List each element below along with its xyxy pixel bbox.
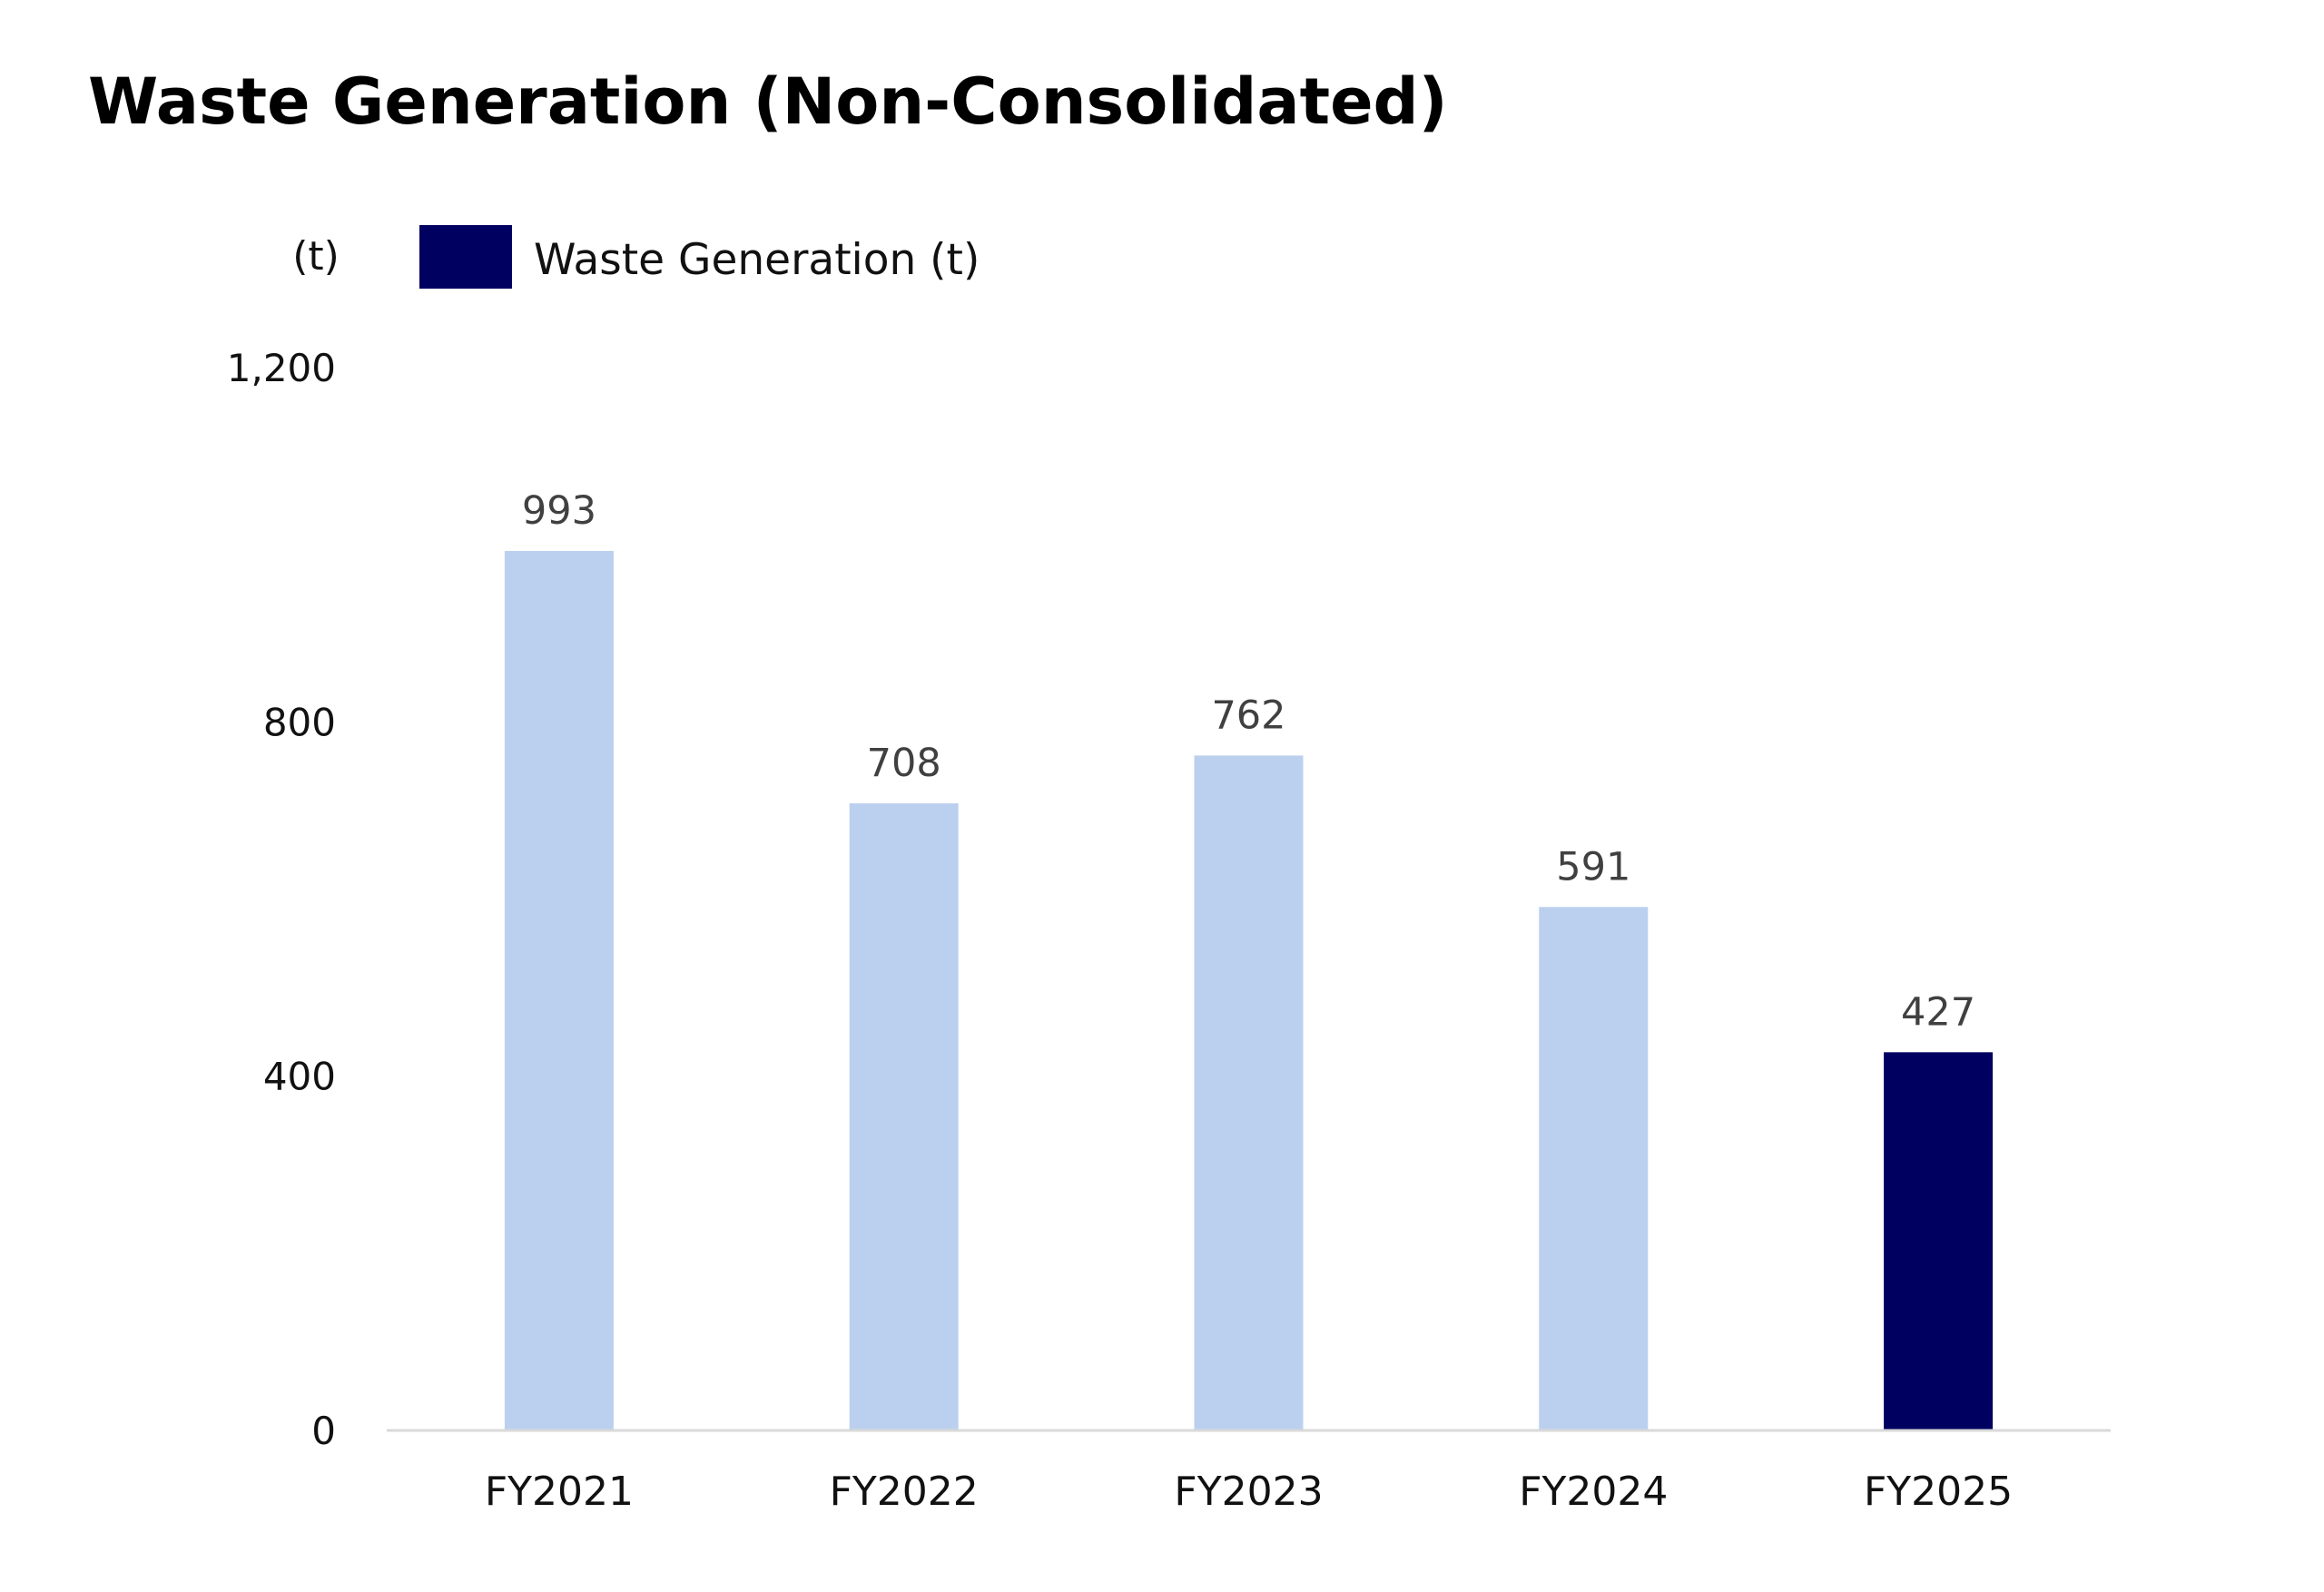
x-tick-label-fy2023: FY2023: [1174, 1469, 1323, 1515]
data-label-fy2023: 762: [1211, 693, 1285, 738]
y-tick-label: 0: [311, 1409, 336, 1453]
data-label-fy2021: 993: [522, 488, 596, 534]
data-label-fy2024: 591: [1556, 844, 1630, 889]
x-tick-label-fy2024: FY2024: [1519, 1469, 1668, 1515]
bars: [504, 550, 1994, 1430]
x-axis-ticks: FY2021 FY2022 FY2023 FY2024 FY2025: [485, 1469, 2013, 1515]
bar-fy2021: [504, 550, 614, 1430]
bar-fy2022: [849, 803, 959, 1430]
bar-fy2025: [1884, 1052, 1994, 1430]
y-axis-ticks: 0 400 800 1,200: [227, 346, 336, 1453]
x-tick-label-fy2022: FY2022: [830, 1469, 979, 1515]
chart-title: Waste Generation (Non-Consolidated): [88, 64, 1448, 139]
x-tick-label-fy2021: FY2021: [485, 1469, 634, 1515]
legend-swatch: [419, 225, 512, 289]
data-label-fy2022: 708: [867, 741, 941, 786]
y-tick-label: 1,200: [227, 346, 336, 390]
x-tick-label-fy2025: FY2025: [1864, 1469, 2013, 1515]
bar-fy2024: [1539, 907, 1649, 1430]
data-label-fy2025: 427: [1901, 989, 1975, 1035]
y-tick-label: 800: [263, 700, 336, 744]
legend-label: Waste Generation (t): [534, 235, 980, 285]
data-labels: 993 708 762 591 427: [522, 488, 1975, 1035]
bar-fy2023: [1194, 755, 1304, 1430]
y-axis-unit-label: (t): [292, 233, 340, 280]
legend: Waste Generation (t): [419, 225, 980, 289]
y-tick-label: 400: [263, 1055, 336, 1099]
